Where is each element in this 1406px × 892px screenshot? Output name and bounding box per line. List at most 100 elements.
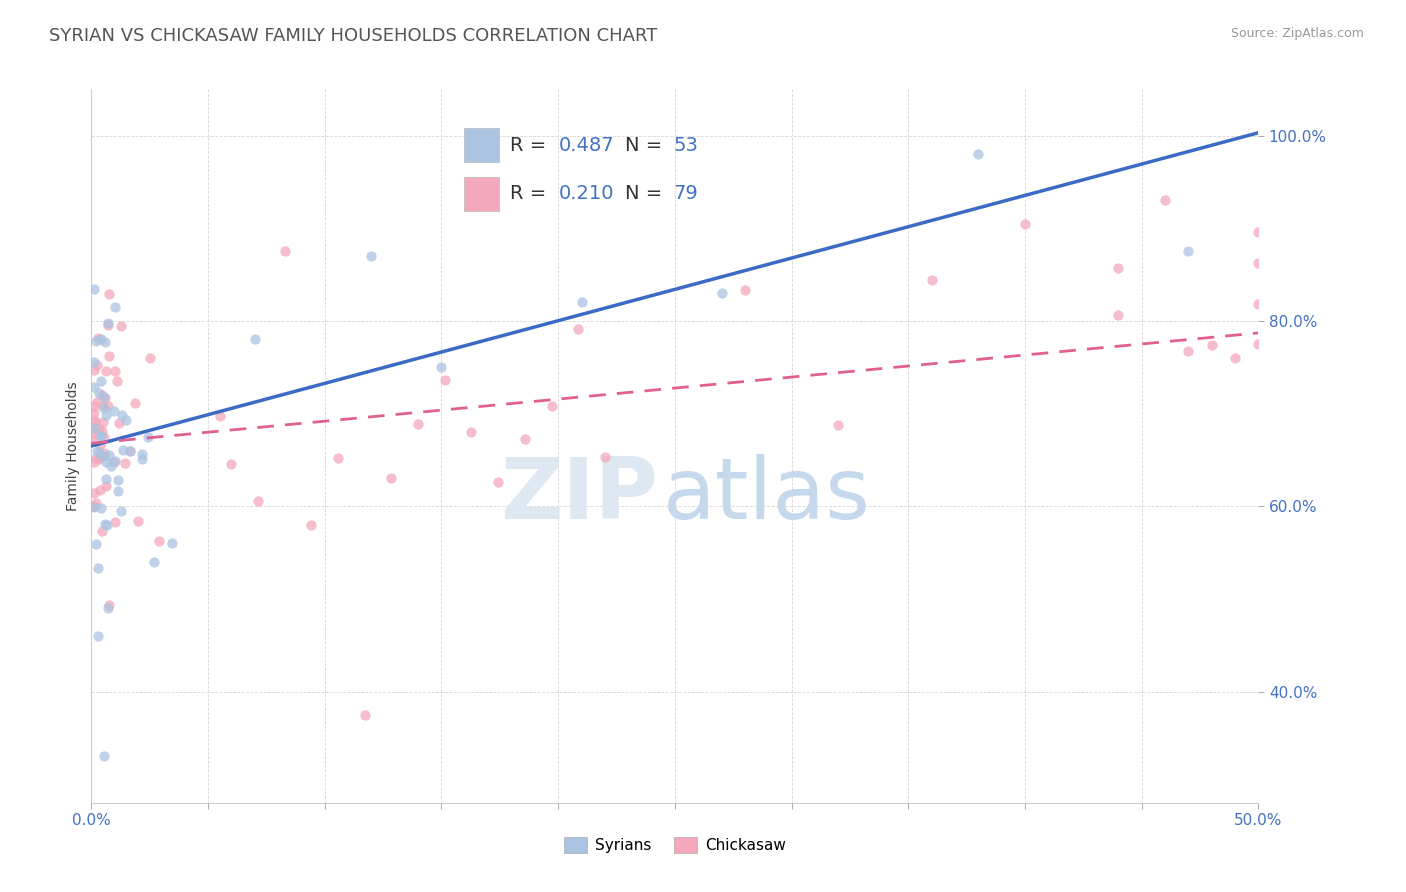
- Point: [83, 380, 105, 394]
- Point: [127, 514, 149, 528]
- Point: [103, 455, 125, 469]
- Text: Source: ZipAtlas.com: Source: ZipAtlas.com: [1230, 27, 1364, 40]
- Point: [94, 335, 117, 350]
- Point: [90, 375, 112, 389]
- Point: [148, 534, 170, 549]
- Point: [160, 536, 183, 550]
- Point: [827, 417, 849, 432]
- Point: [98, 448, 121, 462]
- Point: [94, 391, 117, 405]
- Point: [83, 355, 105, 369]
- Point: [84, 415, 107, 429]
- Point: [83, 500, 105, 514]
- Point: [97, 400, 120, 414]
- Point: [86, 394, 108, 409]
- Point: [89, 483, 111, 497]
- Point: [1107, 308, 1129, 322]
- Point: [94, 471, 117, 485]
- Point: [83, 406, 105, 420]
- Y-axis label: Family Households: Family Households: [66, 381, 80, 511]
- Point: [107, 484, 129, 499]
- Point: [593, 450, 616, 464]
- Point: [93, 390, 115, 404]
- Point: [83, 433, 105, 447]
- Point: [734, 284, 756, 298]
- Point: [83, 421, 105, 435]
- Point: [567, 322, 589, 336]
- Point: [243, 333, 266, 347]
- Text: ZIP: ZIP: [499, 454, 658, 538]
- Point: [96, 479, 118, 493]
- Point: [87, 561, 110, 575]
- Point: [93, 449, 115, 463]
- Point: [136, 430, 159, 444]
- Point: [83, 454, 105, 468]
- Point: [98, 598, 121, 612]
- Point: [98, 349, 121, 363]
- Text: atlas: atlas: [664, 454, 872, 538]
- Point: [921, 273, 943, 287]
- Point: [94, 455, 117, 469]
- Point: [108, 417, 131, 431]
- Point: [110, 504, 132, 518]
- Point: [571, 295, 593, 310]
- Point: [100, 459, 122, 474]
- Point: [540, 399, 562, 413]
- Point: [84, 450, 107, 465]
- Point: [1177, 343, 1199, 358]
- Point: [86, 537, 108, 551]
- Point: [110, 319, 132, 334]
- Point: [138, 351, 160, 365]
- Point: [104, 515, 127, 529]
- Point: [967, 147, 990, 161]
- Point: [1247, 226, 1270, 240]
- Point: [406, 417, 429, 431]
- Point: [104, 300, 127, 314]
- Point: [114, 456, 136, 470]
- Point: [83, 500, 105, 514]
- Point: [97, 317, 120, 331]
- Point: [83, 485, 105, 500]
- Point: [1247, 336, 1270, 351]
- Point: [93, 446, 115, 460]
- Point: [433, 373, 456, 387]
- Point: [83, 363, 105, 377]
- Point: [89, 450, 111, 465]
- Point: [83, 425, 105, 440]
- Point: [104, 453, 127, 467]
- Text: SYRIAN VS CHICKASAW FAMILY HOUSEHOLDS CORRELATION CHART: SYRIAN VS CHICKASAW FAMILY HOUSEHOLDS CO…: [49, 27, 658, 45]
- Point: [87, 331, 110, 345]
- Point: [86, 444, 108, 458]
- Point: [90, 388, 112, 402]
- Point: [486, 475, 509, 490]
- Point: [513, 432, 536, 446]
- Point: [1154, 193, 1177, 207]
- Point: [105, 374, 128, 388]
- Point: [96, 517, 118, 532]
- Point: [93, 430, 115, 444]
- Point: [83, 400, 105, 414]
- Point: [98, 287, 121, 301]
- Point: [710, 286, 733, 301]
- Point: [93, 401, 115, 415]
- Point: [103, 404, 125, 418]
- Point: [360, 249, 382, 263]
- Point: [208, 409, 231, 423]
- Point: [221, 457, 243, 471]
- Point: [107, 473, 129, 487]
- Point: [91, 415, 114, 429]
- Point: [91, 424, 114, 438]
- Point: [87, 451, 110, 466]
- Point: [326, 450, 349, 465]
- Point: [301, 517, 323, 532]
- Point: [131, 452, 153, 467]
- Legend: Syrians, Chickasaw: Syrians, Chickasaw: [558, 830, 792, 859]
- Point: [124, 395, 146, 409]
- Point: [353, 707, 375, 722]
- Point: [84, 496, 107, 510]
- Point: [274, 244, 297, 259]
- Point: [97, 601, 120, 615]
- Point: [1014, 217, 1036, 231]
- Point: [112, 442, 135, 457]
- Point: [430, 360, 453, 375]
